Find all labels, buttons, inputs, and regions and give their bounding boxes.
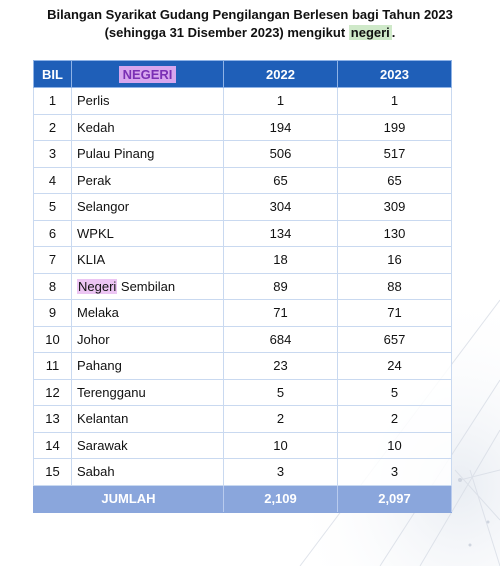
header-negeri: NEGERI [71, 60, 224, 88]
cell-2022: 71 [223, 299, 338, 327]
cell-bil: 12 [33, 378, 72, 406]
total-2023: 2,097 [337, 484, 452, 513]
cell-2022: 506 [223, 140, 338, 168]
cell-negeri: Pulau Pinang [71, 140, 224, 168]
title-negeri-highlight: negeri [348, 25, 392, 40]
cell-2022: 1 [223, 87, 338, 115]
cell-2023: 517 [337, 140, 452, 168]
cell-2023: 88 [337, 272, 452, 300]
cell-2023: 130 [337, 219, 452, 247]
title-line-2: (sehingga 31 Disember 2023) mengikut neg… [0, 24, 500, 42]
table-row: 3 Pulau Pinang 506 517 [33, 140, 452, 168]
table-total-row: JUMLAH 2,109 2,097 [33, 484, 452, 513]
table-row: 10 Johor 684 657 [33, 325, 452, 353]
table-row: 5 Selangor 304 309 [33, 193, 452, 221]
cell-2023: 657 [337, 325, 452, 353]
cell-negeri: Kelantan [71, 405, 224, 433]
cell-negeri: Johor [71, 325, 224, 353]
cell-2023: 309 [337, 193, 452, 221]
cell-negeri: Sarawak [71, 431, 224, 459]
table-header-row: BIL NEGERI 2022 2023 [33, 60, 452, 88]
table-row: 14 Sarawak 10 10 [33, 431, 452, 459]
cell-bil: 14 [33, 431, 72, 459]
header-bil: BIL [33, 60, 72, 88]
cell-bil: 10 [33, 325, 72, 353]
cell-2023: 199 [337, 113, 452, 141]
cell-negeri: Pahang [71, 352, 224, 380]
negeri-highlight: Negeri [77, 278, 118, 294]
cell-bil: 9 [33, 299, 72, 327]
cell-2022: 194 [223, 113, 338, 141]
table-row: 1 Perlis 1 1 [33, 87, 452, 115]
table-row: 13 Kelantan 2 2 [33, 405, 452, 433]
table-row: 4 Perak 65 65 [33, 166, 452, 194]
cell-2023: 65 [337, 166, 452, 194]
cell-bil: 11 [33, 352, 72, 380]
cell-negeri: Perlis [71, 87, 224, 115]
cell-negeri: Sabah [71, 458, 224, 486]
header-2023: 2023 [337, 60, 452, 88]
cell-2022: 304 [223, 193, 338, 221]
cell-negeri: Kedah [71, 113, 224, 141]
cell-2023: 3 [337, 458, 452, 486]
cell-bil: 8 [33, 272, 72, 300]
cell-negeri: Terengganu [71, 378, 224, 406]
title-line-2-suffix: . [391, 25, 396, 40]
cell-bil: 1 [33, 87, 72, 115]
negeri-rest: Sembilan [117, 278, 176, 294]
table-row: 7 KLIA 18 16 [33, 246, 452, 274]
header-2022: 2022 [223, 60, 338, 88]
cell-2023: 1 [337, 87, 452, 115]
cell-2022: 10 [223, 431, 338, 459]
cell-bil: 3 [33, 140, 72, 168]
cell-negeri: KLIA [71, 246, 224, 274]
cell-2023: 5 [337, 378, 452, 406]
title-line-1: Bilangan Syarikat Gudang Pengilangan Ber… [47, 7, 453, 22]
cell-2022: 23 [223, 352, 338, 380]
cell-bil: 2 [33, 113, 72, 141]
cell-2023: 2 [337, 405, 452, 433]
table-row: 6 WPKL 134 130 [33, 219, 452, 247]
header-negeri-label: NEGERI [118, 65, 177, 83]
cell-negeri: Melaka [71, 299, 224, 327]
page-title: Bilangan Syarikat Gudang Pengilangan Ber… [0, 6, 500, 42]
table-row: 9 Melaka 71 71 [33, 299, 452, 327]
cell-2023: 71 [337, 299, 452, 327]
cell-2023: 16 [337, 246, 452, 274]
cell-2023: 10 [337, 431, 452, 459]
total-label: JUMLAH [33, 484, 224, 513]
cell-2022: 89 [223, 272, 338, 300]
cell-2022: 18 [223, 246, 338, 274]
title-line-2-prefix: (sehingga 31 Disember 2023) mengikut [104, 25, 346, 40]
cell-2022: 684 [223, 325, 338, 353]
cell-bil: 5 [33, 193, 72, 221]
table-row: 8 Negeri Sembilan 89 88 [33, 272, 452, 300]
cell-bil: 13 [33, 405, 72, 433]
cell-negeri: WPKL [71, 219, 224, 247]
cell-bil: 15 [33, 458, 72, 486]
cell-2022: 2 [223, 405, 338, 433]
cell-bil: 4 [33, 166, 72, 194]
cell-bil: 6 [33, 219, 72, 247]
table-row: 2 Kedah 194 199 [33, 113, 452, 141]
cell-2022: 65 [223, 166, 338, 194]
cell-2022: 134 [223, 219, 338, 247]
cell-negeri: Negeri Sembilan [71, 272, 224, 300]
cell-bil: 7 [33, 246, 72, 274]
warehouse-table: BIL NEGERI 2022 2023 1 Perlis 1 1 2 Keda… [33, 60, 452, 513]
cell-2022: 5 [223, 378, 338, 406]
cell-negeri: Perak [71, 166, 224, 194]
table-row: 12 Terengganu 5 5 [33, 378, 452, 406]
total-2022: 2,109 [223, 484, 338, 513]
table-row: 15 Sabah 3 3 [33, 458, 452, 486]
cell-2023: 24 [337, 352, 452, 380]
cell-2022: 3 [223, 458, 338, 486]
table-row: 11 Pahang 23 24 [33, 352, 452, 380]
cell-negeri: Selangor [71, 193, 224, 221]
